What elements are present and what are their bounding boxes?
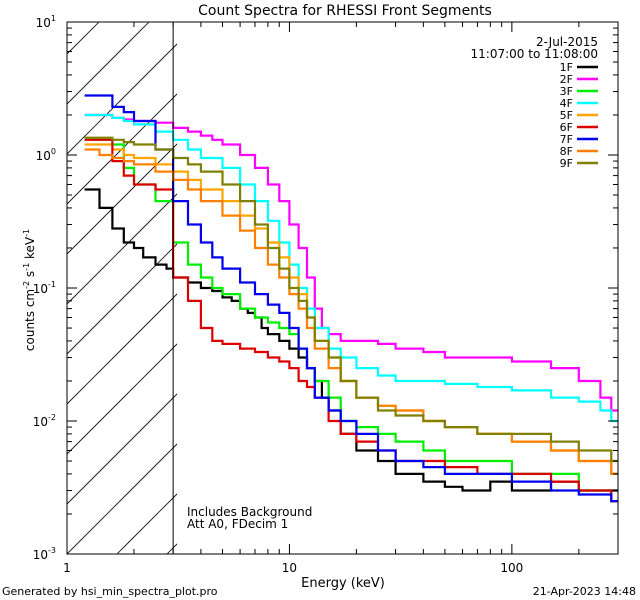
legend-label-6f: 6F [560,121,573,134]
hatch-line [67,43,177,155]
hatch-line [67,93,177,205]
y-tick-exponent: 0 [51,147,56,156]
y-tick-exponent: -1 [48,280,56,289]
hatch-line [617,22,640,554]
hatched-region [67,22,640,554]
x-tick-label: 100 [500,561,523,575]
series-line-4f [84,113,618,423]
series-line-1f [84,188,618,492]
series-line-9f [84,136,618,463]
footer-generated-by: Generated by hsi_min_spectra_plot.pro [2,585,218,598]
annotation-attenuator: Att A0, FDecim 1 [187,517,288,531]
legend-time-range: 11:07:00 to 11:08:00 [471,47,598,61]
x-tick-label: 1 [63,561,71,575]
x-tick-label: 10 [282,561,297,575]
legend-label-7f: 7F [560,133,573,146]
y-tick-base: 10 [33,415,48,429]
y-tick-exponent: -3 [48,546,56,555]
legend-label-5f: 5F [560,109,573,122]
legend-label-9f: 9F [560,157,573,170]
series-line-6f [84,138,618,503]
series-line-2f [84,113,618,412]
y-tick-base: 10 [33,282,48,296]
chart-title: Count Spectra for RHESSI Front Segments [198,3,492,19]
legend-date: 2-Jul-2015 [536,35,598,49]
hatch-line [67,393,177,505]
annotation-background: Includes Background [187,505,312,519]
x-tick-labels: 1 10 100 [63,561,523,575]
series-line-5f [84,143,618,475]
legend-label-2f: 2F [560,73,573,86]
y-tick-base: 10 [36,16,51,30]
y-axis-label: counts cm-2 s-1 keV-1 [22,229,37,351]
y-tick-base: 10 [36,149,51,163]
legend-label-3f: 3F [560,85,573,98]
x-axis-label: Energy (keV) [301,576,385,591]
y-tick-label: 101 [36,14,56,30]
hatch-line [67,193,177,305]
y-tick-label: 100 [36,147,56,163]
y-tick-exponent: -2 [48,413,56,422]
legend-label-8f: 8F [560,145,573,158]
y-tick-label: 10-3 [33,546,56,562]
series-line-8f [84,148,618,475]
axis-ticks [66,21,619,555]
series-line-3f [84,138,618,503]
y-tick-exponent: 1 [51,14,56,23]
y-tick-label: 10-1 [33,280,56,296]
hatch-line [67,443,177,554]
legend-label-1f: 1F [560,61,573,74]
y-tick-base: 10 [33,548,48,562]
legend-label-4f: 4F [560,97,573,110]
hatch-line [67,243,177,355]
footer-timestamp: 21-Apr-2023 14:48 [533,585,636,598]
y-tick-label: 10-2 [33,413,56,429]
